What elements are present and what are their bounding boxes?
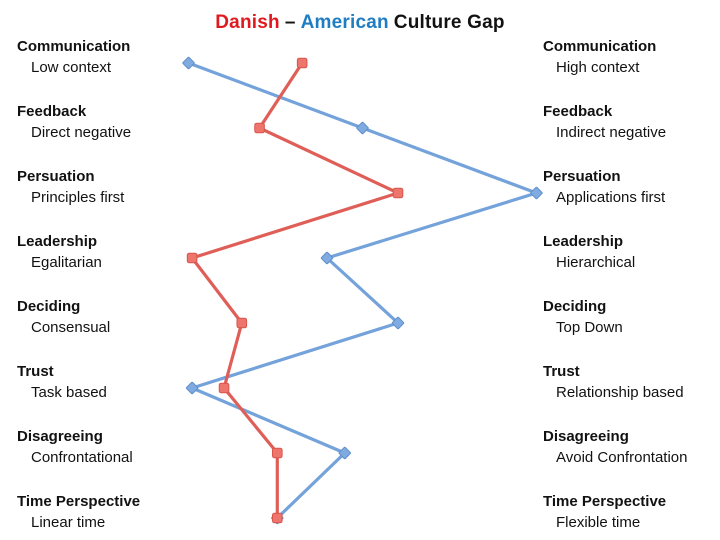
title-dash: – <box>284 12 296 33</box>
chart-title: Danish – American Culture Gap <box>0 12 720 34</box>
left-pole-label: Egalitarian <box>31 254 102 271</box>
dimension-name: Deciding <box>17 298 81 315</box>
danish-series-line <box>190 61 400 520</box>
dimension-label-left-trust: Trust Task based <box>17 361 107 403</box>
dimension-label-left-communication: Communication Low context <box>17 36 130 78</box>
american-marker-disagreeing <box>338 446 351 460</box>
right-pole-label: High context <box>556 59 640 76</box>
right-pole-label: Relationship based <box>556 384 684 401</box>
dimension-name: Leadership <box>17 233 98 250</box>
dimension-name: Communication <box>17 38 131 55</box>
dimension-name: Deciding <box>543 298 607 315</box>
left-pole-label: Direct negative <box>31 124 132 141</box>
dimension-name: Persuation <box>543 168 621 185</box>
right-pole-label: Hierarchical <box>556 254 636 271</box>
american-series-line <box>186 61 539 520</box>
dimension-label-right-disagreeing: Disagreeing Avoid Confrontation <box>543 426 687 468</box>
american-marker-leadership <box>320 251 334 265</box>
dimension-label-right-leadership: Leadership Hierarchical <box>543 231 635 273</box>
american-marker-trust <box>185 381 199 395</box>
dimension-label-left-time-perspective: Time Perspective Linear time <box>17 491 140 533</box>
left-pole-label: Task based <box>31 384 107 401</box>
american-marker-persuation <box>530 186 543 200</box>
dimension-label-left-feedback: Feedback Direct negative <box>17 101 131 143</box>
dimension-name: Communication <box>543 38 657 55</box>
right-pole-label: Indirect negative <box>556 124 667 141</box>
dimension-label-right-deciding: Deciding Top Down <box>543 296 623 338</box>
american-marker-feedback <box>356 121 369 135</box>
dimension-label-right-feedback: Feedback Indirect negative <box>543 101 666 143</box>
title-american-word: American <box>300 12 389 33</box>
right-pole-label: Avoid Confrontation <box>556 449 688 466</box>
american-marker-communication <box>182 56 195 70</box>
dimension-label-right-time-perspective: Time Perspective Flexible time <box>543 491 666 533</box>
left-pole-label: Confrontational <box>31 449 133 466</box>
american-marker-deciding <box>391 316 405 330</box>
left-pole-label: Principles first <box>31 189 125 206</box>
dimension-name: Leadership <box>543 233 624 250</box>
danish-marker-time-perspective <box>272 512 283 524</box>
danish-marker-disagreeing <box>272 447 283 459</box>
dimension-name: Time Perspective <box>17 493 141 510</box>
dimension-label-right-communication: Communication High context <box>543 36 656 78</box>
dimension-label-left-leadership: Leadership Egalitarian <box>17 231 102 273</box>
dimension-name: Time Perspective <box>543 493 667 510</box>
danish-marker-trust <box>218 382 230 394</box>
right-pole-label: Top Down <box>556 319 623 336</box>
dimension-name: Disagreeing <box>17 428 103 445</box>
dimension-name: Persuation <box>17 168 95 185</box>
right-pole-label: Flexible time <box>556 514 641 531</box>
danish-marker-leadership <box>186 252 198 264</box>
danish-marker-communication <box>296 57 308 69</box>
dimension-label-right-persuation: Persuation Applications first <box>543 166 665 208</box>
danish-marker-deciding <box>236 317 248 329</box>
danish-marker-feedback <box>254 122 265 134</box>
right-pole-label: Applications first <box>556 189 666 206</box>
dimension-label-left-deciding: Deciding Consensual <box>17 296 110 338</box>
dimension-name: Disagreeing <box>543 428 629 445</box>
title-rest: Culture Gap <box>393 12 505 33</box>
dimension-name: Feedback <box>543 103 613 120</box>
dimension-label-right-trust: Trust Relationship based <box>543 361 684 403</box>
title-danish-word: Danish <box>215 12 280 33</box>
dimension-label-left-persuation: Persuation Principles first <box>17 166 124 208</box>
left-pole-label: Consensual <box>31 319 111 336</box>
dimension-label-left-disagreeing: Disagreeing Confrontational <box>17 426 133 468</box>
left-pole-label: Linear time <box>31 514 106 531</box>
left-pole-label: Low context <box>31 59 112 76</box>
dimension-name: Trust <box>17 363 54 380</box>
dimension-name: Feedback <box>17 103 87 120</box>
dimension-name: Trust <box>543 363 580 380</box>
danish-marker-persuation <box>392 187 404 199</box>
